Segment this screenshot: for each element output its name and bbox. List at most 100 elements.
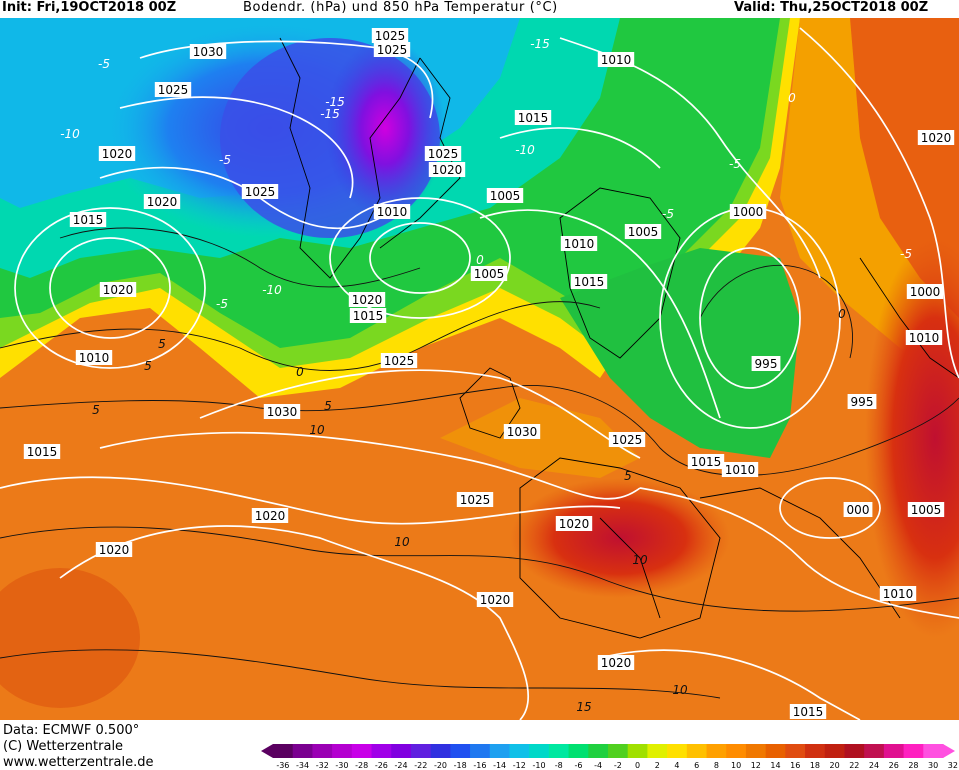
isobar-label-box: [847, 394, 877, 409]
isobar: [119, 96, 354, 199]
isobar-label-text: 1020: [352, 293, 383, 307]
scale-swatch: [529, 744, 550, 758]
scale-swatch: [745, 744, 767, 758]
isobar-labels: 1030102510251025101010151025102010201020…: [23, 28, 955, 719]
scale-tick-label: -24: [395, 761, 408, 770]
isobar-label-text: 1025: [245, 185, 276, 199]
isobar: [479, 209, 721, 419]
isobar-label: 1030: [503, 424, 541, 439]
isobar-label-text: 1025: [428, 147, 459, 161]
italy-coast: [599, 517, 661, 619]
isobar-label: 1010: [597, 52, 635, 67]
isobar: [329, 197, 511, 319]
scale-swatch: [824, 744, 845, 758]
scale-swatch: [864, 744, 885, 758]
scale-tick-label: 14: [770, 761, 780, 770]
isobar-label: 1000: [906, 284, 944, 299]
temperature-label: -5: [98, 57, 110, 71]
temperature-label: 15: [576, 700, 591, 714]
isobar-label-text: 1020: [921, 131, 952, 145]
isobar-label-text: 1015: [574, 275, 605, 289]
isobar: [0, 476, 621, 525]
isobar-label-box: [879, 586, 917, 601]
scale-tick-label: 6: [694, 761, 699, 770]
temp-contour: [0, 526, 959, 612]
band-green-east: [560, 248, 800, 458]
isobar-label-box: [608, 432, 646, 447]
isobar-label-box: [843, 502, 873, 517]
isobar-label: 1025: [456, 492, 494, 507]
temp-contour: [699, 265, 853, 359]
isobar-label-text: 995: [851, 395, 874, 409]
temperature-label: -10: [262, 283, 282, 297]
isobar-label-box: [424, 146, 462, 161]
temp-contour: [0, 301, 601, 371]
scale-swatch: [450, 744, 471, 758]
isobar-label-text: 1020: [480, 593, 511, 607]
isobar-label-box: [263, 404, 301, 419]
scale-swatch: [686, 744, 708, 758]
isobar-label-text: 1025: [377, 43, 408, 57]
temp-contour: [0, 649, 721, 699]
scale-tick-label: 10: [731, 761, 741, 770]
isobar-label-box: [456, 492, 494, 507]
isobar-label-text: 1020: [103, 283, 134, 297]
isobar-label-box: [570, 274, 608, 289]
isobar-label-box: [687, 454, 725, 469]
scale-tick-label: 16: [790, 761, 800, 770]
isobar-label-box: [503, 424, 541, 439]
isobar-label: 1010: [879, 586, 917, 601]
isobar-label-box: [189, 44, 227, 59]
scale-tick-label: -18: [454, 761, 467, 770]
isobar-label: 1020: [99, 282, 137, 297]
scale-tick-label: -34: [296, 761, 309, 770]
scale-swatch: [371, 744, 392, 758]
isobar-label-text: 1005: [628, 225, 659, 239]
isobar-label: 1010: [560, 236, 598, 251]
balkan-coast: [699, 487, 901, 619]
isobar-label-text: 1005: [474, 267, 505, 281]
isobar-label: 1025: [608, 432, 646, 447]
isobar-label-box: [597, 52, 635, 67]
isobar-label-text: 1020: [102, 147, 133, 161]
isobar-label-text: 1015: [691, 455, 722, 469]
isobar-label: 1005: [470, 266, 508, 281]
chart-title: Bodendr. (hPa) und 850 hPa Temperatur (°…: [243, 0, 558, 15]
isobar-label-text: 1010: [909, 331, 940, 345]
scale-tick-label: -28: [355, 761, 368, 770]
cold-core-purple: [325, 38, 445, 218]
temp-contour: [59, 227, 421, 288]
isobar-label-box: [597, 655, 635, 670]
isobar-label-box: [721, 462, 759, 477]
isobar-label-box: [371, 28, 409, 43]
temperature-label: 5: [158, 337, 166, 351]
isobar-label: 1015: [514, 110, 552, 125]
scale-swatch: [470, 744, 491, 758]
isobar-label-text: 1000: [910, 285, 941, 299]
scale-tick-label: -16: [473, 761, 486, 770]
isobar-label: 1010: [75, 350, 113, 365]
isobar-label-text: 1010: [883, 587, 914, 601]
isobar-label: 1015: [23, 444, 61, 459]
isobar-label: 1000: [729, 204, 767, 219]
isobar-label: 1025: [154, 82, 192, 97]
temperature-label: 10: [309, 423, 325, 437]
isobar-label: 1020: [98, 146, 136, 161]
scale-tick-label: -10: [532, 761, 545, 770]
scale-swatch: [844, 744, 865, 758]
isobar-label-box: [514, 110, 552, 125]
isobar-label-box: [917, 130, 955, 145]
scale-swatch: [647, 744, 668, 758]
isobar-label: 1005: [907, 502, 945, 517]
isobar-label-text: 1030: [193, 45, 224, 59]
greenland-coast: [279, 37, 421, 279]
isobar-label-box: [251, 508, 289, 523]
scale-tick-label: 20: [830, 761, 840, 770]
scale-swatch: [726, 744, 747, 758]
temperature-label: -10: [515, 143, 535, 157]
isobar-label-text: 1020: [559, 517, 590, 531]
scale-tick-label: -32: [316, 761, 329, 770]
isobar: [199, 369, 641, 459]
isobar-label: 1015: [789, 704, 827, 719]
temperature-label: -15: [325, 95, 345, 109]
